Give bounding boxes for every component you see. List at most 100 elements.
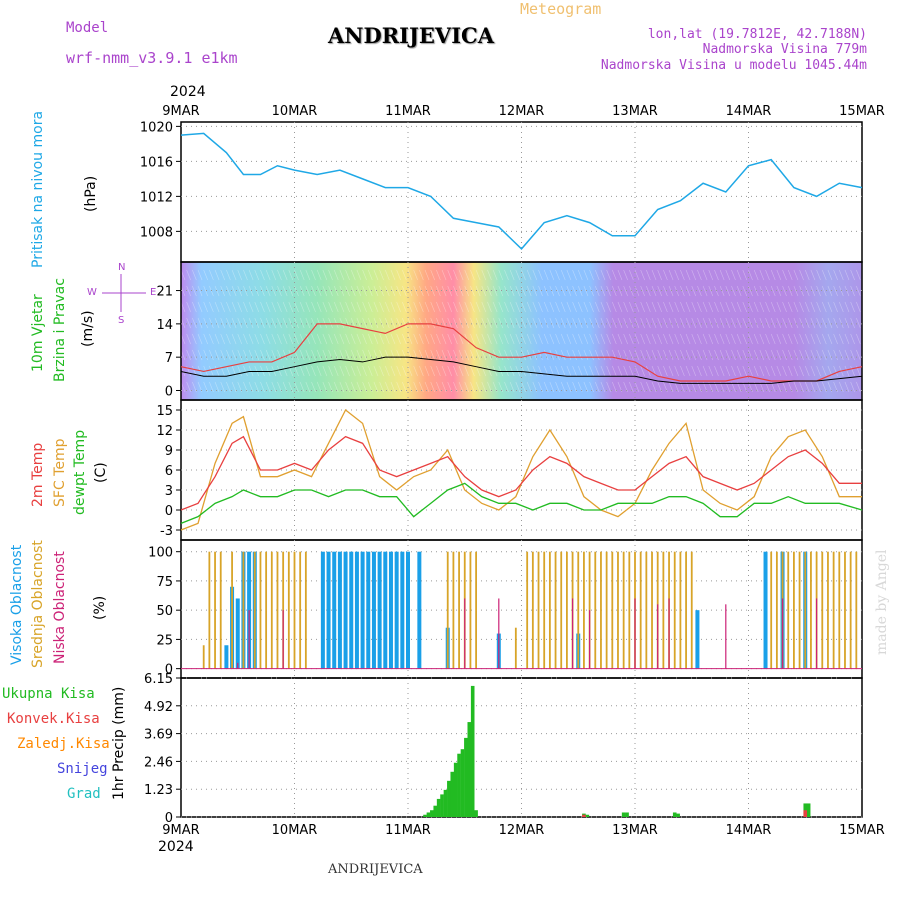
wind-barb [651,269,657,281]
wind-barb [526,317,532,329]
wind-barb [277,317,282,329]
wind-barb [702,333,708,345]
wind-barb [385,381,390,393]
wind-barb [810,317,816,329]
wind-barb [277,285,282,297]
wind-barb [328,365,333,377]
y-tick-label: 3 [165,484,173,499]
wind-barb [623,285,628,297]
cloud-bar [452,551,455,669]
wind-barb [555,333,560,345]
wind-barb [328,285,333,297]
wind-barb [640,333,645,345]
wind-barb [509,285,515,297]
cloud-bar [725,604,727,669]
wind-barb [804,381,810,393]
wind-barb [390,365,396,377]
wind-barb [350,269,356,281]
wind-barb [827,317,833,329]
x-tick-label-bottom: 12MAR [499,823,545,838]
cloud-bar [354,551,359,669]
wind-barb [385,333,390,345]
wind-barb [328,349,333,361]
wind-barb [226,365,231,377]
wind-barb [623,349,628,361]
wind-barb [572,317,577,329]
y-tick-label: 1.23 [144,783,173,798]
cloud-bar [265,551,268,669]
wind-barb [464,381,470,393]
wind-barb [492,317,498,329]
wind-barb [453,317,458,329]
cloud-bar [583,551,585,669]
wind-barb [759,349,765,361]
wind-barb [753,333,759,345]
cloud-bar [253,551,256,669]
wind-barb [243,333,248,345]
wind-barb [362,381,367,393]
y-tick-label: 1012 [140,190,173,205]
wind-barb [373,365,379,377]
wind-barb [419,333,424,345]
wind-barb [770,301,776,313]
wind-barb [850,365,855,377]
wind-barb [844,317,850,329]
wind-barb [634,317,640,329]
wind-barb [316,285,322,297]
wind-barb [192,301,197,313]
wind-barb [470,333,475,345]
wind-barb [481,349,487,361]
wind-barb [759,333,765,345]
wind-barb [209,349,214,361]
wind-barb [509,301,515,313]
cloud-bar [388,551,393,669]
wind-barb [600,349,606,361]
wind-barb [725,349,731,361]
wind-barb [385,285,390,297]
meteogram-label: Meteogram [520,0,602,18]
cloud-bar [464,598,466,669]
wind-barb [782,317,787,329]
wind-barb [214,285,220,297]
wind-barb [498,333,504,345]
wind-barb [566,269,572,281]
wind-barb [787,349,793,361]
precip-bar [450,771,455,817]
wind-barb [594,381,600,393]
wind-barb [333,365,339,377]
wind-barb [277,381,282,393]
wind-barb [362,333,367,345]
wind-barb [464,317,470,329]
wind-barb [549,381,555,393]
wind-barb [487,301,492,313]
wind-barb [765,349,770,361]
wind-barb [294,269,299,281]
wind-barb [691,333,697,345]
wind-barb [197,317,203,329]
wind-barb [793,269,799,281]
cloud-bar [475,551,477,669]
wind-barb [214,365,220,377]
wind-barb [299,349,305,361]
wind-barb [373,301,379,313]
wind-barb [407,285,413,297]
wind-barb [668,333,674,345]
cloud-bar [360,551,365,669]
x-tick-label-bottom: 9MAR [162,823,199,838]
wind-barb [265,333,271,345]
wind-barb [816,381,821,393]
cloud-bar [270,551,273,669]
cloud-bar [247,551,252,669]
wind-barb [668,381,674,393]
wind-barb [668,317,674,329]
wind-barb [617,317,623,329]
wind-barb [680,269,685,281]
wind-barb [498,269,504,281]
wind-barb [316,381,322,393]
wind-barb [328,317,333,329]
wind-barb [697,333,702,345]
wind-barb [197,301,203,313]
cloud-bar [237,662,239,669]
wind-barb [821,333,827,345]
wind-barb [481,333,487,345]
